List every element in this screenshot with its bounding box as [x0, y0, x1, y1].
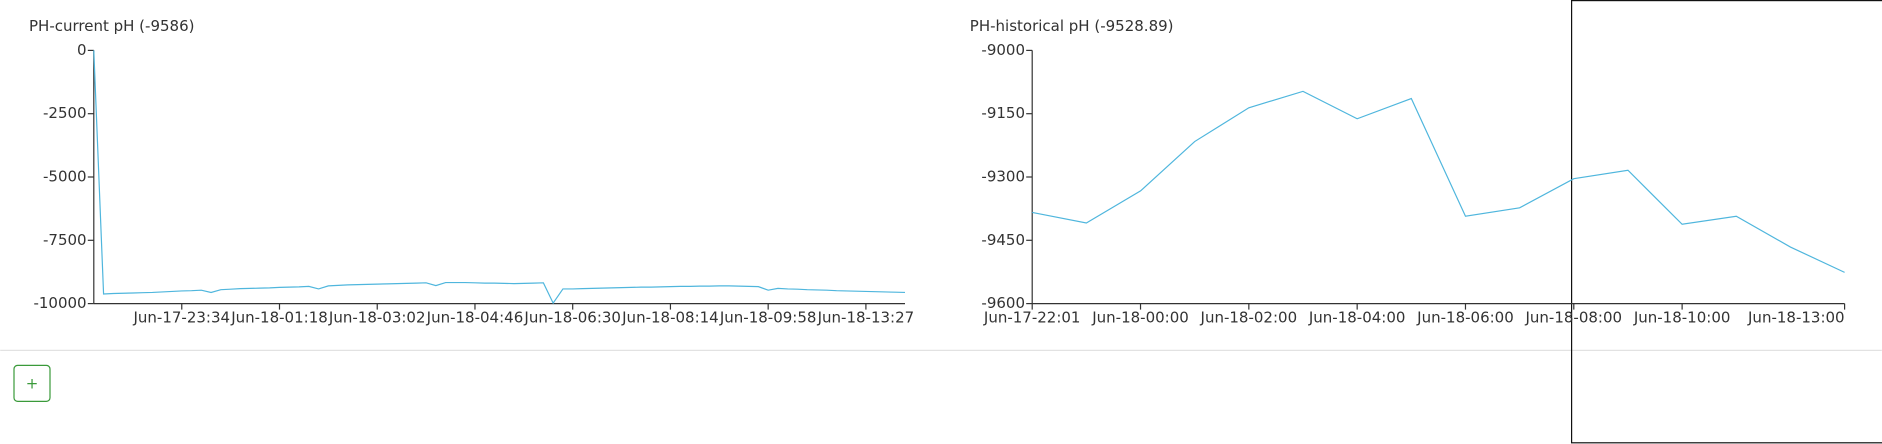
y-tick-label: -9150 [981, 104, 1025, 122]
overlay-frame [1571, 0, 1882, 444]
chart-title: PH-historical pH (-9528.89) [970, 17, 1174, 35]
x-tick-label: Jun-18-04:00 [1308, 308, 1406, 326]
x-tick-label: Jun-18-02:00 [1200, 308, 1298, 326]
y-tick-label: -2500 [43, 104, 87, 122]
x-tick-label: Jun-18-03:02 [328, 308, 426, 326]
x-tick-label: Jun-18-13:00 [1747, 308, 1845, 326]
x-tick-label: Jun-18-04:46 [426, 308, 524, 326]
y-tick-label: -9600 [981, 294, 1025, 312]
x-tick-label: Jun-18-10:00 [1633, 308, 1731, 326]
x-tick-label: Jun-18-09:58 [719, 308, 817, 326]
y-tick-label: -10000 [33, 294, 86, 312]
y-tick-label: -9450 [981, 231, 1025, 249]
add-button[interactable] [13, 364, 51, 402]
x-tick-label: Jun-18-08:00 [1525, 308, 1623, 326]
x-tick-label: Jun-17-23:34 [132, 308, 230, 326]
data-line [93, 50, 906, 305]
x-tick-label: Jun-18-13:27 [817, 308, 915, 326]
x-tick-label: Jun-18-01:18 [230, 308, 328, 326]
y-tick-label: -9300 [981, 168, 1025, 186]
chart-title: PH-current pH (-9586) [29, 17, 194, 35]
x-tick-label: Jun-18-06:30 [523, 308, 621, 326]
x-tick-label: Jun-18-00:00 [1091, 308, 1189, 326]
x-tick-label: Jun-18-06:00 [1416, 308, 1514, 326]
y-tick-label: -5000 [43, 168, 87, 186]
data-line [1032, 90, 1845, 273]
x-tick-label: Jun-18-08:14 [621, 308, 719, 326]
y-tick-label: -7500 [43, 231, 87, 249]
y-tick-label: 0 [77, 41, 87, 59]
y-tick-label: -9000 [981, 41, 1025, 59]
x-tick-label: Jun-17-22:01 [983, 308, 1081, 326]
add-button-label[interactable]: + [26, 374, 39, 392]
